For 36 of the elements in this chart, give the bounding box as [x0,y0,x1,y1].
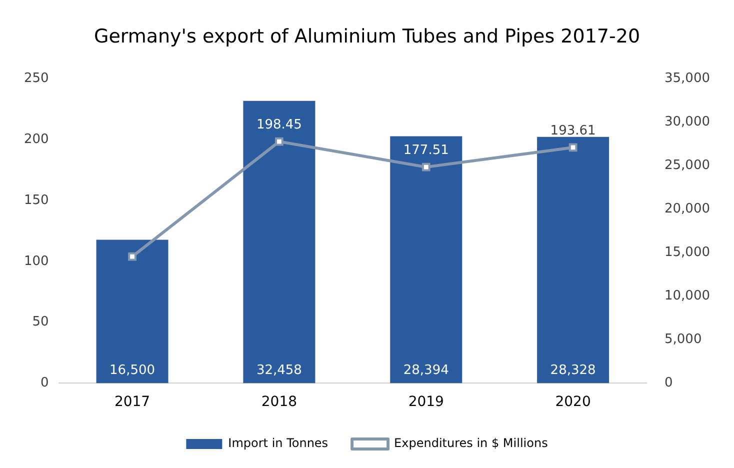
y2-tick-label: 30,000 [664,114,710,130]
bar [390,136,462,384]
y2-tick-label: 25,000 [664,158,710,174]
y2-tick-label: 0 [664,376,673,391]
y2-tick-label: 15,000 [664,245,710,260]
y-tick-label: 50 [32,314,49,330]
y-tick-label: 0 [40,376,49,391]
bar [96,240,168,384]
x-tick-label: 2018 [261,394,298,410]
bar [243,100,316,384]
x-tick-label: 2019 [408,394,444,410]
point [568,143,578,152]
x-tick-label: 2020 [555,394,591,410]
data-label: 193.61 [550,123,596,138]
data-label: 16,500 [110,363,156,378]
y2-tick-label: 35,000 [664,71,710,86]
data-label: 28,328 [550,363,596,378]
point [422,162,430,172]
bar [537,136,610,384]
data-label: 28,394 [403,363,449,378]
data-label: 32,458 [256,363,302,378]
chart-title: Germany's export of Aluminium Tubes and Pipes 2017-20 [94,25,640,48]
legend-label: Import in Tonnes [228,436,328,450]
x-tick-label: 2017 [114,394,150,410]
data-label: 198.45 [256,117,302,132]
y2-tick-label: 5,000 [664,332,702,348]
y2-tick-label: 20,000 [664,202,710,217]
point [128,252,136,261]
point [275,137,284,146]
legend-label: Expenditures in $ Millions [394,436,548,450]
data-label: 177.51 [403,142,449,158]
y-tick-label: 100 [24,254,49,269]
y-tick-label: 250 [24,71,49,86]
y-tick-label: 200 [24,132,49,148]
y2-tick-label: 10,000 [664,288,710,304]
y-tick-label: 150 [24,192,49,208]
